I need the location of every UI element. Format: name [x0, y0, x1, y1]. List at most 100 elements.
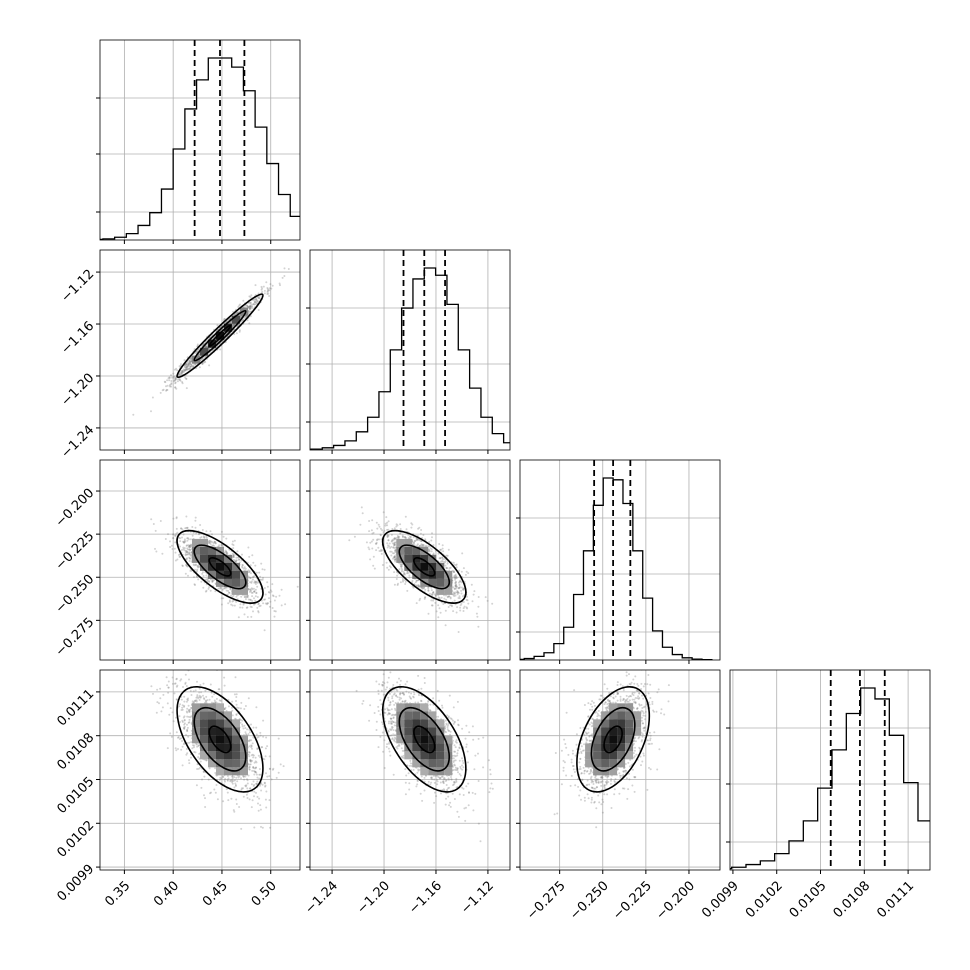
- scatter-point: [171, 548, 174, 550]
- scatter-point: [256, 300, 259, 303]
- density-cell: [192, 355, 200, 364]
- scatter-point: [453, 571, 456, 573]
- scatter-point: [246, 305, 249, 308]
- scatter-point: [251, 576, 254, 579]
- scatter-point: [464, 573, 467, 576]
- scatter-point: [257, 602, 260, 605]
- scatter-point: [400, 565, 403, 568]
- scatter-point: [232, 325, 235, 328]
- density-cell: [216, 331, 224, 340]
- scatter-point: [198, 566, 201, 568]
- scatter-point: [188, 560, 191, 562]
- scatter-point: [432, 599, 435, 602]
- scatter-point: [400, 564, 403, 566]
- scatter-point: [241, 563, 244, 566]
- scatter-point: [472, 593, 475, 596]
- scatter-point: [252, 303, 255, 306]
- scatter-point: [455, 581, 457, 584]
- scatter-point: [188, 556, 191, 559]
- scatter-point: [280, 588, 283, 591]
- scatter-point: [413, 540, 416, 543]
- scatter-point: [254, 301, 257, 303]
- hist-panel-0: [96, 39, 301, 244]
- scatter-point: [402, 579, 405, 582]
- scatter-point: [455, 563, 458, 566]
- scatter-point: [413, 541, 415, 544]
- scatter-point: [183, 359, 186, 362]
- scatter-point: [416, 538, 419, 540]
- scatter-point: [454, 582, 457, 584]
- scatter-point: [190, 363, 193, 366]
- scatter-point: [174, 534, 176, 537]
- scatter-point: [179, 537, 182, 540]
- scatter-point: [271, 284, 274, 287]
- scatter-point: [394, 558, 396, 561]
- scatter-point: [225, 788, 228, 791]
- scatter-point: [402, 570, 405, 573]
- scatter-point: [406, 570, 409, 573]
- density-cell: [200, 546, 208, 555]
- scatter-point: [229, 779, 232, 782]
- scatter-point: [232, 544, 235, 547]
- scatter-point: [251, 554, 254, 557]
- scatter-point: [255, 766, 258, 769]
- scatter-point: [248, 740, 251, 743]
- density-cell: [224, 554, 232, 563]
- scatter-point: [253, 783, 256, 786]
- scatter-point: [388, 542, 391, 545]
- scatter-point: [178, 373, 181, 376]
- scatter-point: [183, 541, 186, 544]
- scatter-point: [209, 683, 212, 686]
- scatter-point: [248, 308, 251, 311]
- scatter-point: [404, 580, 407, 583]
- scatter-point: [204, 361, 207, 364]
- panel-frame: [309, 249, 511, 451]
- scatter-point: [211, 541, 214, 544]
- scatter-point: [253, 580, 256, 583]
- scatter-point: [178, 378, 181, 381]
- scatter-point: [206, 345, 209, 348]
- scatter-point: [369, 558, 372, 561]
- scatter-point: [254, 564, 257, 567]
- scatter-point: [187, 574, 189, 577]
- scatter-point: [190, 360, 193, 363]
- scatter-point: [168, 376, 171, 379]
- scatter-point: [413, 540, 416, 542]
- scatter-point: [183, 700, 186, 703]
- density-cell: [200, 538, 208, 547]
- scatter-point: [271, 594, 274, 597]
- scatter-point: [458, 569, 461, 572]
- scatter-point: [207, 347, 210, 350]
- histogram-step: [100, 57, 300, 240]
- scatter-point: [264, 593, 267, 596]
- scatter-point: [191, 534, 194, 537]
- density-cell: [396, 546, 405, 555]
- scatter-point: [263, 781, 266, 784]
- scatter-point: [263, 587, 266, 589]
- scatter-point: [418, 585, 420, 588]
- scatter-point: [242, 603, 245, 606]
- scatter-point: [231, 325, 234, 328]
- scatter-point: [233, 323, 235, 326]
- scatter-point: [254, 297, 257, 300]
- scatter-point: [233, 323, 236, 326]
- scatter-point: [231, 600, 234, 603]
- scatter-point: [176, 380, 179, 383]
- scatter-point: [459, 580, 462, 583]
- scatter-point: [263, 568, 266, 571]
- scatter-point: [387, 534, 390, 537]
- scatter-point: [416, 539, 419, 542]
- scatter-point: [170, 385, 172, 388]
- scatter-point: [390, 554, 393, 557]
- scatter-point: [179, 540, 182, 543]
- scatter-point: [475, 612, 478, 615]
- scatter-point: [175, 387, 178, 390]
- scatter-point: [453, 588, 456, 590]
- scatter-point: [196, 350, 199, 353]
- scatter-point: [181, 564, 184, 567]
- scatter-point: [396, 584, 399, 586]
- scatter-point: [278, 594, 281, 597]
- scatter-point: [378, 550, 381, 552]
- scatter-point: [210, 578, 213, 581]
- scatter-point: [182, 548, 185, 551]
